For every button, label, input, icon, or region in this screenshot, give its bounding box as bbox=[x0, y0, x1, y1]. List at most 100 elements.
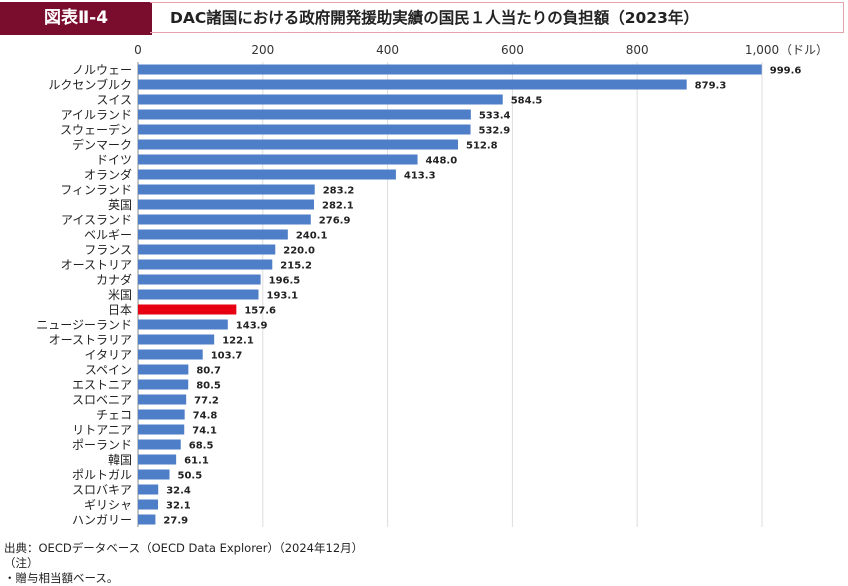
data-label: 80.7 bbox=[196, 366, 221, 377]
bar bbox=[138, 484, 159, 495]
bar bbox=[138, 109, 471, 120]
bar bbox=[138, 289, 259, 300]
x-tick-label: 400 bbox=[376, 43, 399, 57]
category-label: スロバキア bbox=[72, 483, 132, 497]
data-label: 77.2 bbox=[194, 396, 219, 407]
data-label: 512.8 bbox=[466, 141, 498, 152]
bar bbox=[138, 469, 170, 480]
category-label: ギリシャ bbox=[84, 498, 132, 512]
data-label: 68.5 bbox=[189, 441, 214, 452]
category-label: アイルランド bbox=[61, 108, 132, 122]
category-label: イタリア bbox=[84, 348, 132, 362]
category-label: ハンガリー bbox=[72, 513, 132, 527]
chart-title: DAC諸国における政府開発援助実績の国民１人当たりの負担額（2023年） bbox=[150, 2, 844, 33]
data-label: 215.2 bbox=[280, 261, 312, 272]
data-label: 74.1 bbox=[192, 426, 217, 437]
bar bbox=[138, 229, 288, 240]
x-tick-label: 200 bbox=[251, 43, 274, 57]
data-label: 276.9 bbox=[319, 216, 351, 227]
bar bbox=[138, 379, 189, 390]
category-label: オーストラリア bbox=[49, 333, 132, 347]
x-tick-label: 1,000 bbox=[745, 43, 779, 57]
bar bbox=[138, 214, 311, 225]
bar bbox=[138, 139, 458, 150]
x-tick-label: 0 bbox=[134, 43, 142, 57]
data-label: 584.5 bbox=[511, 96, 543, 107]
category-label: ルクセンブルク bbox=[48, 77, 132, 92]
category-label: チェコ bbox=[96, 408, 132, 422]
bar bbox=[138, 364, 189, 375]
data-label: 103.7 bbox=[211, 351, 243, 362]
bar bbox=[138, 499, 159, 510]
bar bbox=[138, 409, 185, 420]
category-label: ポルトガル bbox=[72, 468, 132, 482]
data-label: 999.6 bbox=[770, 66, 802, 77]
data-label: 50.5 bbox=[178, 471, 203, 482]
data-label: 193.1 bbox=[266, 291, 298, 302]
data-label: 240.1 bbox=[296, 231, 328, 242]
category-label: 日本 bbox=[108, 303, 132, 317]
data-label: 32.1 bbox=[166, 501, 191, 512]
category-label: ノルウェー bbox=[72, 63, 132, 77]
data-label: 532.9 bbox=[479, 126, 511, 137]
bar bbox=[138, 244, 276, 255]
category-label: スウェーデン bbox=[60, 122, 132, 137]
category-label: ベルギー bbox=[84, 228, 132, 242]
category-label: リトアニア bbox=[72, 423, 132, 437]
category-label: ニュージーランド bbox=[36, 318, 132, 332]
data-label: 157.6 bbox=[244, 306, 276, 317]
data-label: 32.4 bbox=[166, 486, 191, 497]
category-label: カナダ bbox=[96, 272, 132, 287]
category-label: 韓国 bbox=[108, 453, 132, 467]
bar bbox=[138, 274, 261, 285]
bar bbox=[138, 154, 418, 165]
data-label: 122.1 bbox=[222, 336, 254, 347]
data-label: 448.0 bbox=[426, 156, 458, 167]
note-label: （注） bbox=[4, 556, 39, 570]
bar bbox=[138, 79, 687, 90]
data-label: 74.8 bbox=[193, 411, 218, 422]
figure-label: 図表Ⅱ-4 bbox=[0, 2, 152, 35]
category-label: エストニア bbox=[72, 378, 132, 392]
bar bbox=[138, 439, 181, 450]
bar bbox=[138, 304, 237, 315]
category-label: オランダ bbox=[84, 167, 132, 182]
source-note: 出典：OECDデータベース（OECD Data Explorer）（2024年1… bbox=[4, 541, 364, 555]
data-label: 283.2 bbox=[323, 186, 355, 197]
category-label: フランス bbox=[84, 243, 132, 257]
bar bbox=[138, 514, 156, 525]
category-label: スイス bbox=[96, 93, 132, 107]
bar bbox=[138, 259, 273, 270]
category-label: アイスランド bbox=[61, 213, 132, 227]
bar bbox=[138, 394, 187, 405]
data-label: 196.5 bbox=[269, 276, 301, 287]
data-label: 533.4 bbox=[479, 111, 511, 122]
category-label: スペイン bbox=[85, 363, 132, 377]
data-label: 61.1 bbox=[184, 456, 209, 467]
data-label: 220.0 bbox=[283, 246, 315, 257]
bar bbox=[138, 64, 762, 75]
bar bbox=[138, 169, 396, 180]
bar bbox=[138, 199, 315, 210]
category-label: 英国 bbox=[108, 198, 132, 212]
bar bbox=[138, 319, 228, 330]
data-label: 80.5 bbox=[196, 381, 221, 392]
data-label: 879.3 bbox=[695, 81, 727, 92]
bar bbox=[138, 424, 185, 435]
data-label: 143.9 bbox=[236, 321, 268, 332]
data-label: 413.3 bbox=[404, 171, 436, 182]
bar bbox=[138, 334, 215, 345]
category-label: デンマーク bbox=[72, 137, 132, 152]
category-label: フィンランド bbox=[60, 183, 132, 197]
bar bbox=[138, 454, 177, 465]
category-label: スロベニア bbox=[72, 393, 132, 407]
data-label: 282.1 bbox=[322, 201, 354, 212]
note-text: ・贈与相当額ベース。 bbox=[4, 571, 119, 585]
category-label: オーストリア bbox=[61, 258, 132, 272]
bar bbox=[138, 94, 503, 105]
bar bbox=[138, 349, 203, 360]
bar bbox=[138, 124, 471, 135]
category-label: 米国 bbox=[108, 288, 132, 302]
